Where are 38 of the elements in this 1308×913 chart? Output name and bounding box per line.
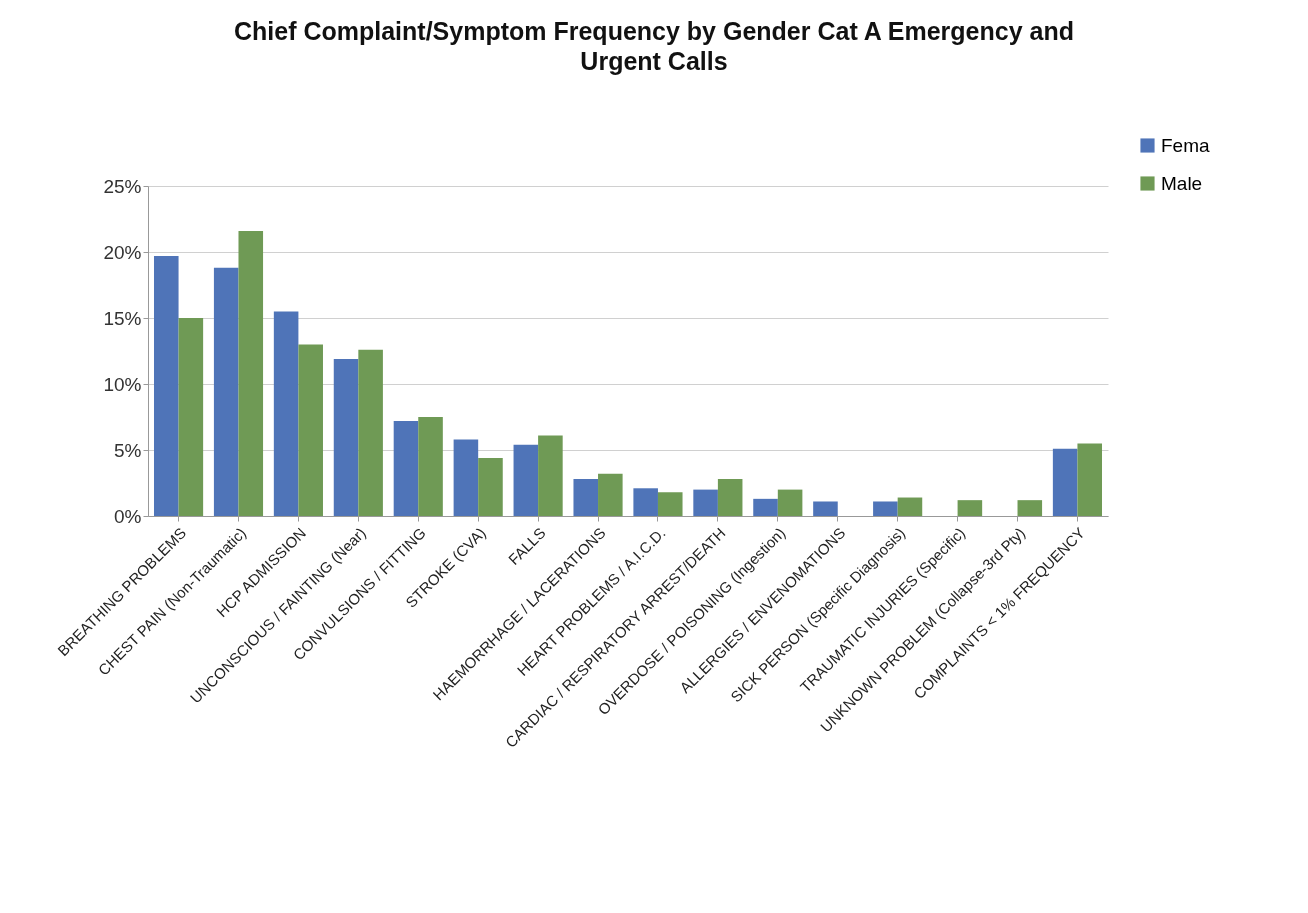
bar [1017, 500, 1043, 516]
y-tick-label: 0% [114, 505, 142, 527]
bar [153, 255, 179, 516]
bar [1077, 443, 1103, 516]
bar [358, 349, 383, 516]
bar [957, 500, 983, 516]
y-tick-label: 5% [114, 439, 142, 461]
bar [213, 267, 239, 516]
bar [393, 420, 419, 516]
bar [333, 358, 359, 516]
bar [897, 497, 923, 516]
y-tick-label: 10% [103, 373, 142, 395]
bar [717, 479, 743, 516]
bar [478, 457, 503, 516]
bar [273, 311, 299, 516]
bar [238, 230, 264, 516]
y-tick-label: 15% [103, 307, 142, 329]
bar [1052, 448, 1078, 516]
bar [753, 498, 778, 516]
bar [538, 435, 563, 516]
bar [777, 489, 803, 516]
legend-label: Fema [1161, 134, 1210, 156]
legend-label: Male [1161, 172, 1203, 194]
bar [813, 501, 838, 516]
bar [633, 488, 658, 516]
bar [657, 492, 683, 516]
y-tick-label: 25% [103, 175, 142, 197]
y-tick-label: 20% [103, 241, 142, 263]
bar [178, 318, 204, 516]
bar [298, 344, 323, 516]
bar [453, 439, 479, 516]
bar [573, 479, 599, 516]
chart-title: Chief Complaint/Symptom Frequency by Gender Cat A Emergency and Urgent Calls [233, 16, 1075, 76]
bar [598, 473, 623, 516]
bar [513, 444, 539, 516]
bar [693, 489, 718, 516]
bar [418, 417, 443, 516]
bar [873, 501, 898, 516]
